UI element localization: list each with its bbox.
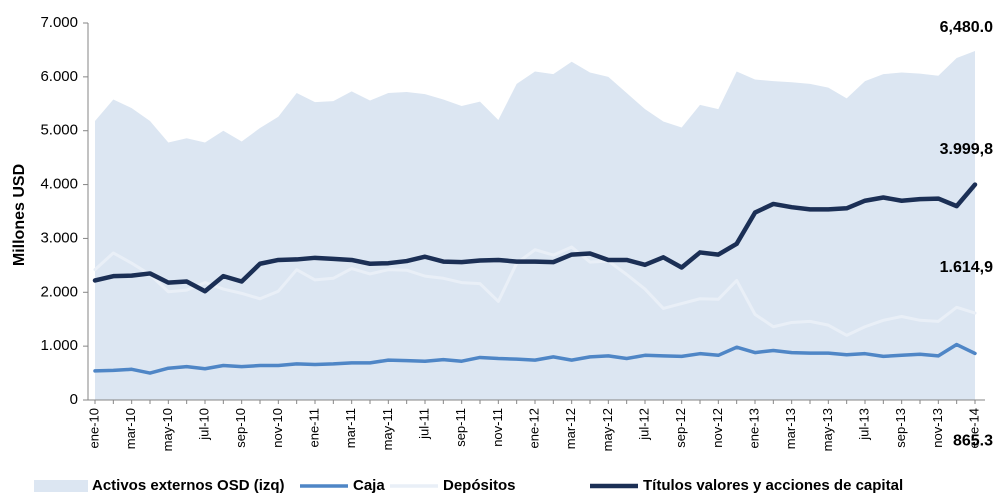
y-tick-label: 4.000 [40,176,78,193]
x-tick-label: sep-12 [673,408,688,448]
legend-label: Títulos valores y acciones de capital [643,477,903,494]
x-tick-label: may-11 [380,408,395,450]
x-tick-label: ene-11 [306,408,321,448]
y-tick-label: 0 [70,391,78,408]
legend-swatch [34,480,88,492]
x-tick-label: mar-12 [563,408,578,449]
value-label: 6,480.0 [940,19,993,36]
line [93,245,977,337]
y-tick-label: 3.000 [40,229,78,246]
x-tick-label: mar-13 [783,408,798,449]
x-tick-label: jul-11 [416,408,431,440]
x-tick-label: ene-13 [746,408,761,448]
x-tick-label: nov-13 [930,408,945,448]
legend-label: Caja [353,477,385,494]
x-tick-label: ene-12 [526,408,541,448]
y-tick-label: 2.000 [40,283,78,300]
line [92,182,978,294]
line [93,342,977,375]
x-tick-label: mar-10 [123,408,138,449]
value-label: 1.614,9 [940,259,993,276]
x-tick-label: may-13 [820,408,835,451]
x-tick-label: ene-14 [966,408,981,448]
y-tick-label: 1.000 [40,337,78,354]
legend-label: Activos externos OSD (izq) [92,477,285,494]
value-label: 865.3 [953,433,993,450]
area [95,51,975,400]
x-tick-label: sep-10 [233,408,248,448]
x-tick-label: mar-11 [343,408,358,448]
x-tick-label: sep-11 [453,408,468,447]
x-tick-label: jul-10 [196,408,211,441]
value-label: 3.999,8 [940,141,993,158]
x-tick-label: nov-11 [490,408,505,447]
x-tick-label: sep-13 [893,408,908,448]
x-tick-label: nov-12 [710,408,725,448]
legend-label: Depósitos [443,477,516,494]
x-tick-label: nov-10 [270,408,285,448]
x-tick-label: ene-10 [86,408,101,448]
x-tick-label: jul-13 [856,408,871,441]
x-tick-label: may-12 [600,408,615,451]
y-tick-label: 7.000 [40,14,78,31]
y-axis-title: Millones USD [11,164,28,266]
x-tick-label: jul-12 [636,408,651,441]
x-tick-label: may-10 [160,408,175,451]
y-tick-label: 6.000 [40,68,78,85]
y-tick-label: 5.000 [40,122,78,139]
